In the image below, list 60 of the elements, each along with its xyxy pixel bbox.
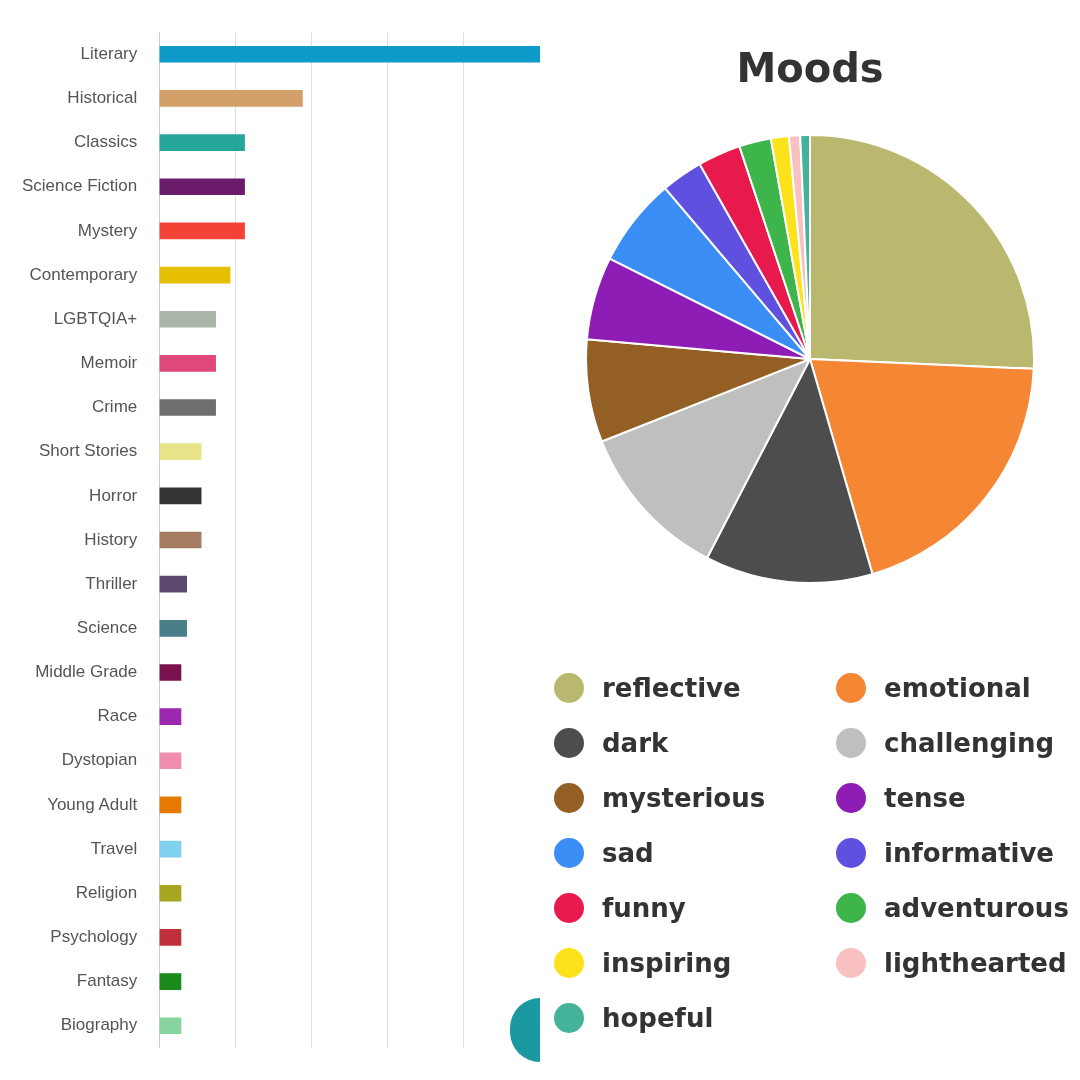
y-tick-label: Religion <box>75 882 138 902</box>
bar <box>159 487 202 505</box>
bar <box>159 90 303 107</box>
y-tick-label: Short Stories <box>39 441 138 461</box>
y-tick-label: History <box>84 529 138 549</box>
y-tick-label: Literary <box>80 43 138 63</box>
y-tick-label: Mystery <box>77 220 138 240</box>
y-tick-label: Classics <box>73 132 138 152</box>
y-tick-label: Biography <box>60 1015 138 1035</box>
y-tick-label: Horror <box>89 485 138 505</box>
bar <box>159 355 216 372</box>
bar <box>159 178 245 196</box>
y-tick-label: Science <box>76 618 138 637</box>
bar <box>159 1017 182 1035</box>
bar <box>159 973 182 990</box>
bar <box>159 399 216 416</box>
bar <box>159 752 182 770</box>
legend-label: funny <box>602 893 686 923</box>
legend-label: mysterious <box>602 783 766 813</box>
bar <box>159 796 182 814</box>
y-tick-label: Travel <box>90 838 138 858</box>
chart-title: Moods <box>736 45 884 92</box>
bar <box>159 531 202 549</box>
legend-label: challenging <box>884 728 1055 758</box>
y-tick-label: Dystopian <box>61 750 138 770</box>
legend-label: dark <box>602 728 669 758</box>
y-tick-label: Historical <box>67 88 138 108</box>
y-tick-label: Race <box>97 706 138 726</box>
legend-label: sad <box>602 838 654 868</box>
y-tick-label: Psychology <box>50 927 138 947</box>
bar <box>159 134 245 151</box>
legend-label: adventurous <box>884 893 1069 923</box>
legend-label: inspiring <box>602 948 732 978</box>
y-tick-label: Young Adult <box>47 794 138 814</box>
y-tick-label: Contemporary <box>29 264 138 284</box>
legend-label: hopeful <box>602 1003 714 1033</box>
y-tick-label: Middle Grade <box>35 662 138 682</box>
bar <box>159 310 216 328</box>
bar <box>159 884 182 902</box>
legend-label: informative <box>884 838 1054 868</box>
y-tick-label: Crime <box>91 397 138 417</box>
bar <box>159 619 188 637</box>
legend-label: reflective <box>602 673 741 703</box>
bar <box>159 222 245 240</box>
bar <box>159 708 182 725</box>
bar <box>159 45 540 63</box>
bar <box>159 266 231 284</box>
y-tick-label: Thriller <box>85 573 138 593</box>
bar <box>159 443 202 461</box>
legend-label: lighthearted <box>884 948 1067 978</box>
legend-label: emotional <box>884 673 1031 703</box>
bar <box>159 929 182 946</box>
bar <box>159 840 182 858</box>
bar <box>159 575 188 593</box>
y-tick-label: Fantasy <box>76 971 138 991</box>
y-tick-label: LGBTQIA+ <box>53 308 138 328</box>
bar <box>159 664 182 681</box>
y-tick-label: Memoir <box>80 353 138 373</box>
legend-label: tense <box>884 783 966 813</box>
y-tick-label: Science Fiction <box>21 176 138 196</box>
